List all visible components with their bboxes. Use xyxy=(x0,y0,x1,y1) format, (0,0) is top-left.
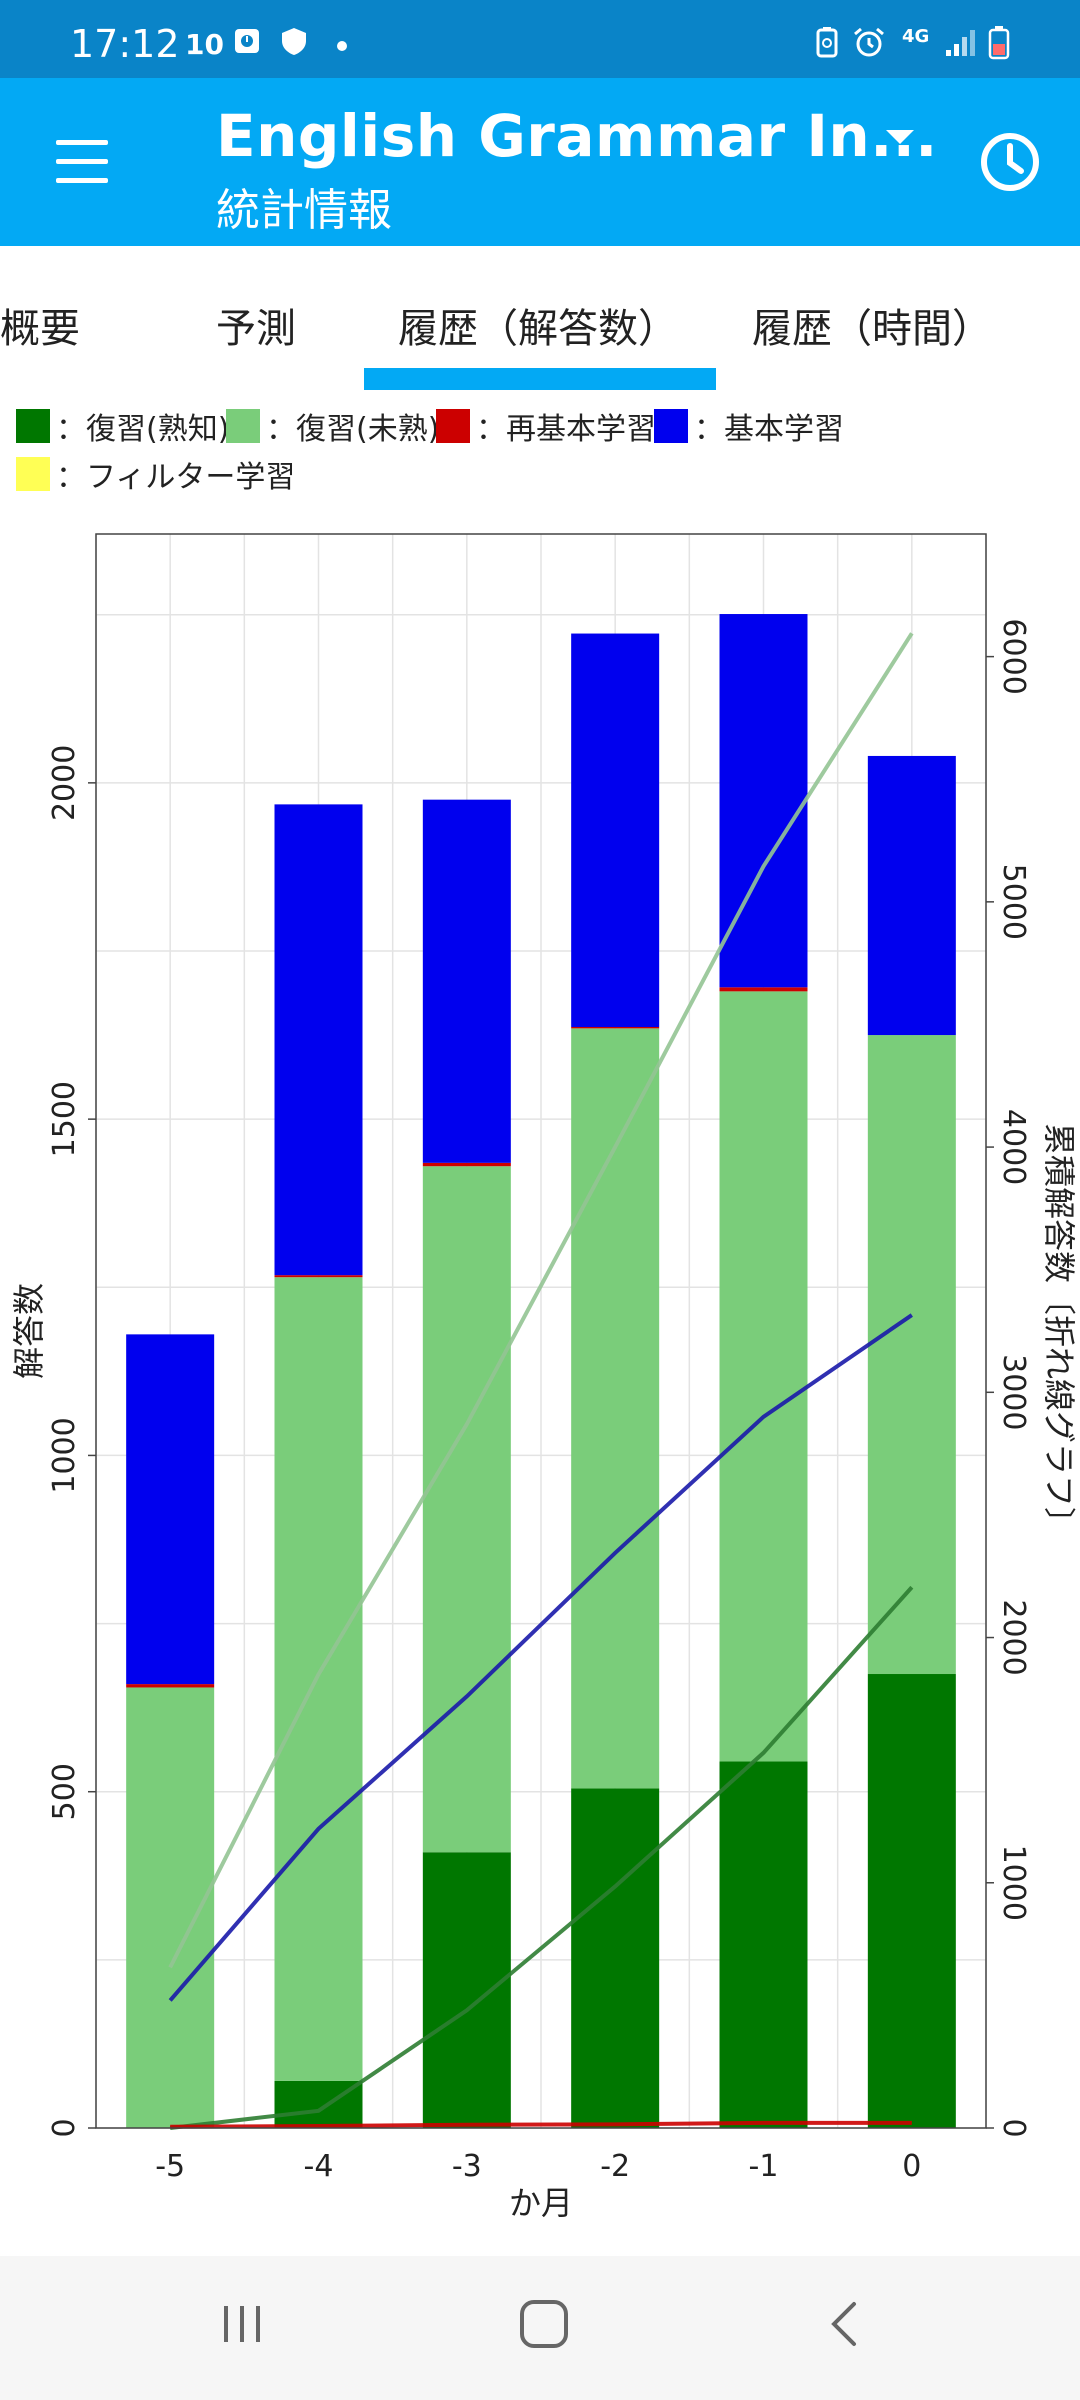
legend-item: ：再基本学習 xyxy=(436,404,656,448)
y2-tick-label: 5000 xyxy=(996,864,1031,940)
y2-tick-label: 0 xyxy=(996,2118,1031,2137)
legend-label: ：復習(未熟) xyxy=(266,412,440,447)
legend-swatch xyxy=(436,409,470,443)
cumulative-line xyxy=(168,632,914,1969)
y2-tick-label: 4000 xyxy=(996,1109,1031,1185)
bar-segment xyxy=(126,1334,215,1685)
bar-segment xyxy=(867,1035,956,1675)
bar-segment xyxy=(422,1852,511,2128)
bar-segment xyxy=(571,1026,660,1029)
legend-swatch xyxy=(16,457,50,491)
y-tick-label: 2000 xyxy=(47,745,82,821)
cumulative-line xyxy=(169,1585,914,2130)
y-tick-label: 500 xyxy=(47,1763,82,1820)
x-tick-label: -3 xyxy=(452,2149,482,2184)
navigation-bar xyxy=(0,2256,1080,2400)
dot-icon xyxy=(337,41,347,51)
bar-segment xyxy=(719,987,808,992)
legend-item: ：復習(熟知) xyxy=(16,404,229,448)
legend-swatch xyxy=(16,409,50,443)
shield-icon xyxy=(282,28,306,55)
legend-item: ：復習(未熟) xyxy=(226,404,439,448)
bar-segment xyxy=(274,1277,363,2081)
battery-icon xyxy=(988,26,1010,60)
plot-border xyxy=(95,533,987,2129)
status-badge: 10 xyxy=(185,28,224,61)
bar-segment xyxy=(867,1674,956,2128)
y-axis-label: 解答数 xyxy=(10,1283,48,1379)
tab-bar: 概要 予測 履歴（解答数） 履歴（時間） xyxy=(0,246,1080,392)
tab-overview[interactable]: 概要 xyxy=(0,306,80,352)
bar-segment xyxy=(422,799,511,1163)
x-tick-label: -4 xyxy=(304,2149,334,2184)
y-tick-label: 0 xyxy=(47,2118,82,2137)
bar-segment xyxy=(571,633,660,1027)
page-subtitle: 統計情報 xyxy=(216,185,392,236)
legend-label: ：基本学習 xyxy=(694,412,844,447)
alarm-icon xyxy=(854,27,884,57)
bar-segment xyxy=(719,991,808,1762)
bar-segment xyxy=(422,1162,511,1167)
bar-segment xyxy=(719,614,808,988)
y2-tick-label: 6000 xyxy=(996,618,1031,694)
bar-segment xyxy=(422,1166,511,1853)
y-tick-label: 1000 xyxy=(47,1417,82,1493)
app-title: English Grammar In... xyxy=(216,102,938,170)
cumulative-line xyxy=(170,2120,912,2129)
y2-axis-label: 累積解答数〔折れ線グラフ〕 xyxy=(1040,1123,1078,1539)
caret-down-icon[interactable] xyxy=(880,122,920,152)
back-icon[interactable] xyxy=(818,2296,874,2352)
y-tick-label: 1500 xyxy=(47,1081,82,1157)
chart-legend: ：復習(熟知) ：復習(未熟) ：再基本学習 ：基本学習 ：フィルター学習 xyxy=(0,398,1080,498)
x-tick-label: -1 xyxy=(749,2149,779,2184)
y2-tick-label: 3000 xyxy=(996,1354,1031,1430)
legend-swatch xyxy=(226,409,260,443)
clock-icon[interactable] xyxy=(974,126,1046,198)
recent-apps-icon[interactable] xyxy=(214,2296,270,2352)
home-icon[interactable] xyxy=(516,2296,572,2352)
x-tick-label: -5 xyxy=(155,2149,185,2184)
cumulative-line xyxy=(168,1313,913,2002)
hamburger-menu-icon[interactable] xyxy=(52,140,112,184)
x-tick-label: 0 xyxy=(902,2149,921,2184)
tab-forecast[interactable]: 予測 xyxy=(216,306,296,352)
bar-segment xyxy=(274,804,363,1276)
signal-icon xyxy=(946,30,975,56)
status-bar: 17:12 10 4G xyxy=(0,0,1080,78)
bar-segment xyxy=(126,1684,215,1688)
tab-history-time[interactable]: 履歴（時間） xyxy=(752,306,992,352)
bar-segment xyxy=(571,1028,660,1789)
bar-segment xyxy=(571,1788,660,2128)
status-time: 17:12 xyxy=(70,22,180,66)
legend-label: ：フィルター学習 xyxy=(56,460,296,495)
app-bar: English Grammar In... 統計情報 xyxy=(0,78,1080,246)
legend-swatch xyxy=(654,409,688,443)
legend-item: ：基本学習 xyxy=(654,404,844,448)
calendar-icon xyxy=(235,29,259,53)
selected-tab-indicator xyxy=(364,368,716,390)
legend-item: ：フィルター学習 xyxy=(16,452,295,496)
tab-history-count[interactable]: 履歴（解答数） xyxy=(398,306,678,352)
x-tick-label: -2 xyxy=(600,2149,630,2184)
legend-label: ：再基本学習 xyxy=(476,412,656,447)
x-axis-label: か月 xyxy=(509,2184,573,2222)
stacked-bar-chart: -5 -4 -3 -2 -1 0 か月 0 500 1000 1500 2000 解答数 0 1000 200… xyxy=(10,533,1078,2222)
bar-segment xyxy=(719,1761,808,2128)
bar-segment xyxy=(867,755,956,1036)
legend-label: ：復習(熟知) xyxy=(56,412,230,447)
y2-tick-label: 2000 xyxy=(996,1599,1031,1675)
network-type: 4G xyxy=(902,26,930,47)
battery-saver-icon xyxy=(816,27,838,58)
bar-segment xyxy=(274,1275,363,1278)
y2-tick-label: 1000 xyxy=(996,1845,1031,1921)
